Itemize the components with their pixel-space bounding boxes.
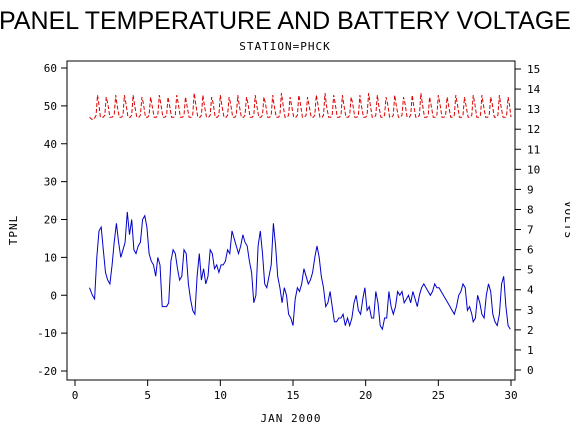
x-tick-label: 30: [504, 389, 517, 402]
x-axis-label: JAN 2000: [261, 412, 322, 425]
plot-frame: [66, 60, 516, 381]
chart-subtitle: STATION=PHCK: [239, 40, 330, 53]
y-right-tick-label: 7: [527, 224, 534, 237]
y-right-tick-label: 3: [527, 304, 534, 317]
y-right-tick-label: 8: [527, 203, 534, 216]
y-left-tick-label: 40: [44, 138, 57, 151]
x-tick-label: 5: [144, 389, 151, 402]
y-right-tick-label: 12: [527, 123, 540, 136]
y-left-tick-label: 30: [44, 176, 57, 189]
y-left-tick-label: 0: [50, 289, 57, 302]
y-right-tick-label: 0: [527, 364, 534, 377]
y-left-tick-label: 20: [44, 214, 57, 227]
x-axis: 0 5 10 15 20 25 30: [72, 380, 518, 402]
x-tick-label: 10: [214, 389, 227, 402]
y-left-tick-label: -10: [37, 327, 57, 340]
y-left-tick-label: -20: [37, 365, 57, 378]
x-tick-label: 0: [72, 389, 79, 402]
y-right-tick-label: 4: [527, 284, 534, 297]
y-left-tick-label: 10: [44, 251, 57, 264]
y-axis-left: -20 -10 0 10 20 30 40 50 60: [37, 62, 67, 378]
y-right-tick-label: 10: [527, 163, 540, 176]
y-right-tick-label: 11: [527, 143, 540, 156]
battery-voltage-line: [89, 93, 512, 120]
x-tick-label: 20: [359, 389, 372, 402]
y-axis-right-label: VOLTS: [562, 201, 570, 239]
y-right-tick-label: 14: [527, 83, 541, 96]
y-right-tick-label: 2: [527, 324, 534, 337]
panel-temperature-line: [89, 211, 511, 331]
series-layer: [89, 93, 512, 331]
x-tick-label: 25: [432, 389, 445, 402]
y-right-tick-label: 15: [527, 63, 540, 76]
y-right-tick-label: 9: [527, 183, 534, 196]
y-right-tick-label: 13: [527, 103, 540, 116]
y-left-tick-label: 60: [44, 62, 57, 75]
y-axis-left-label: TPNL: [7, 215, 20, 246]
y-right-tick-label: 5: [527, 264, 534, 277]
y-left-tick-label: 50: [44, 100, 57, 113]
chart-title: PANEL TEMPERATURE AND BATTERY VOLTAGE: [0, 7, 570, 35]
x-tick-label: 15: [286, 389, 299, 402]
y-right-tick-label: 6: [527, 244, 534, 257]
y-right-tick-label: 1: [527, 344, 534, 357]
